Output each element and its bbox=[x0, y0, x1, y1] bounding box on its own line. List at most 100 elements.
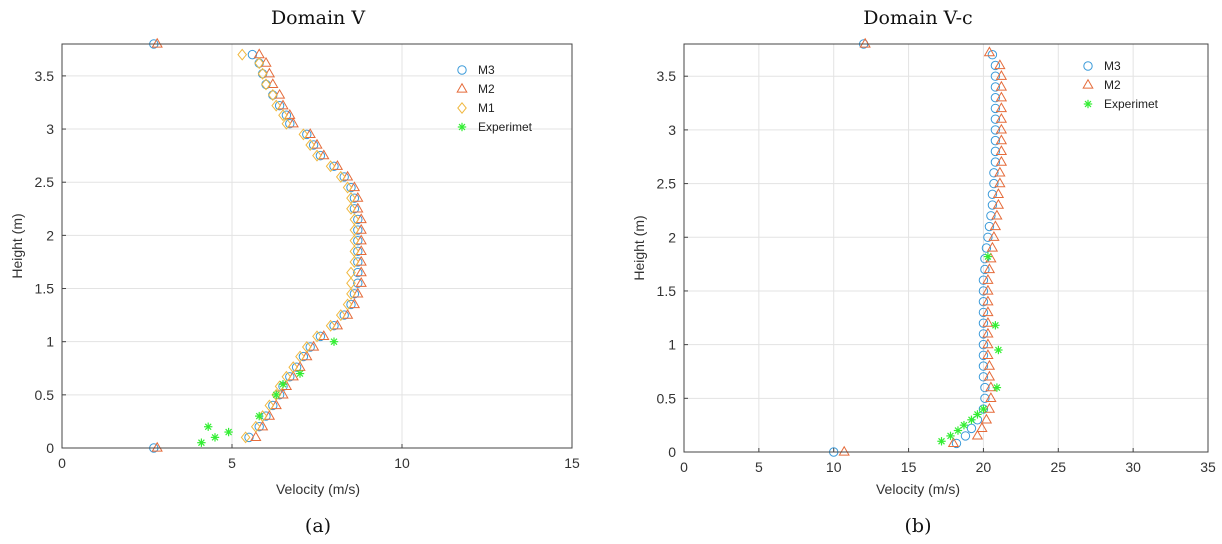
data-series bbox=[149, 37, 367, 453]
data-point bbox=[285, 119, 295, 129]
plot-frame bbox=[61, 43, 573, 449]
data-point bbox=[986, 211, 996, 221]
data-point bbox=[986, 241, 999, 252]
data-point bbox=[348, 298, 361, 309]
y-tick-label: 1.5 bbox=[657, 283, 677, 299]
data-point bbox=[989, 220, 1002, 231]
data-point bbox=[994, 59, 1006, 70]
data-point bbox=[989, 168, 999, 178]
legend-marker bbox=[457, 65, 467, 75]
data-point bbox=[990, 60, 1001, 71]
data-point bbox=[995, 91, 1008, 102]
data-point bbox=[838, 445, 850, 456]
data-point bbox=[353, 257, 363, 267]
data-point bbox=[260, 56, 272, 67]
data-point bbox=[355, 213, 367, 224]
x-tick-labels: 0 5 10 15 bbox=[58, 444, 580, 471]
chart-title: Domain V-c bbox=[863, 7, 972, 29]
data-point bbox=[308, 140, 319, 150]
data-point bbox=[274, 100, 285, 111]
data-point bbox=[254, 57, 265, 70]
data-point bbox=[288, 361, 299, 374]
data-point bbox=[978, 296, 989, 307]
data-point bbox=[991, 321, 1000, 330]
data-point bbox=[978, 372, 989, 382]
data-point bbox=[960, 431, 971, 441]
data-point bbox=[348, 181, 361, 192]
data-point bbox=[346, 266, 356, 279]
data-point bbox=[990, 71, 1001, 81]
legend: M3 M2 Experimet bbox=[1082, 59, 1159, 111]
x-tick-label: 15 bbox=[564, 455, 580, 471]
data-point bbox=[971, 429, 984, 440]
data-point bbox=[346, 277, 356, 290]
data-point bbox=[947, 437, 960, 448]
data-point bbox=[978, 361, 989, 371]
data-point bbox=[261, 78, 271, 91]
data-point bbox=[224, 427, 233, 437]
data-point bbox=[990, 103, 1001, 114]
data-point bbox=[349, 234, 360, 247]
data-point bbox=[305, 139, 316, 151]
data-point bbox=[355, 277, 367, 287]
legend-item: Experimet bbox=[457, 120, 533, 134]
legend-marker bbox=[1082, 78, 1094, 89]
data-point bbox=[346, 299, 356, 310]
data-point bbox=[311, 138, 323, 149]
y-tick-labels: 0 0.5 1 1.5 2 2.5 3 3.5 bbox=[657, 68, 688, 460]
data-point bbox=[355, 234, 367, 245]
data-point bbox=[339, 310, 349, 320]
data-point bbox=[287, 370, 299, 381]
data-point bbox=[342, 181, 353, 194]
data-point bbox=[339, 172, 349, 182]
data-point bbox=[325, 160, 336, 173]
data-point bbox=[980, 413, 993, 424]
data-point bbox=[967, 415, 976, 424]
legend-item: M2 bbox=[1082, 78, 1121, 92]
x-tick-labels: 0 5 10 15 20 25 30 35 bbox=[680, 448, 1216, 475]
data-point bbox=[981, 243, 992, 253]
series-m1 bbox=[237, 48, 360, 444]
data-point bbox=[959, 420, 969, 430]
data-point bbox=[982, 295, 994, 306]
panel-domain-v: Domain V 0 5 10 15 0 0.5 1 1.5 2 2.5 3 3.5 Velocit… bbox=[9, 7, 580, 537]
data-point bbox=[995, 155, 1008, 166]
data-point bbox=[994, 177, 1006, 188]
data-point bbox=[995, 80, 1008, 91]
legend-marker bbox=[457, 102, 467, 114]
data-point bbox=[349, 255, 360, 268]
data-point bbox=[990, 92, 1001, 103]
data-point bbox=[355, 266, 367, 277]
data-point bbox=[982, 349, 994, 360]
data-series bbox=[829, 37, 1008, 457]
y-tick-label: 3 bbox=[46, 121, 54, 137]
x-tick-label: 15 bbox=[901, 459, 917, 475]
x-axis-label: Velocity (m/s) bbox=[876, 481, 960, 497]
y-tick-label: 3 bbox=[668, 122, 676, 138]
data-point bbox=[349, 289, 360, 299]
data-point bbox=[353, 278, 363, 288]
data-point bbox=[946, 431, 955, 441]
data-point bbox=[335, 170, 346, 183]
data-point bbox=[990, 114, 1001, 124]
data-point bbox=[298, 351, 309, 362]
data-point bbox=[978, 318, 989, 328]
y-tick-label: 1 bbox=[46, 334, 54, 350]
data-point bbox=[329, 337, 339, 346]
data-point bbox=[151, 37, 163, 48]
data-point bbox=[987, 200, 998, 210]
data-point bbox=[291, 362, 302, 372]
data-point bbox=[298, 128, 309, 141]
data-point bbox=[315, 331, 326, 342]
data-point bbox=[983, 252, 993, 261]
data-point bbox=[346, 287, 356, 300]
legend-item: M3 bbox=[457, 63, 495, 77]
data-point bbox=[315, 150, 326, 161]
data-point bbox=[987, 189, 998, 200]
legend-item: Experimet bbox=[1083, 97, 1159, 111]
data-point bbox=[250, 431, 262, 442]
y-axis-label: Height (m) bbox=[9, 213, 25, 278]
data-point bbox=[973, 410, 982, 419]
data-point bbox=[263, 67, 276, 78]
